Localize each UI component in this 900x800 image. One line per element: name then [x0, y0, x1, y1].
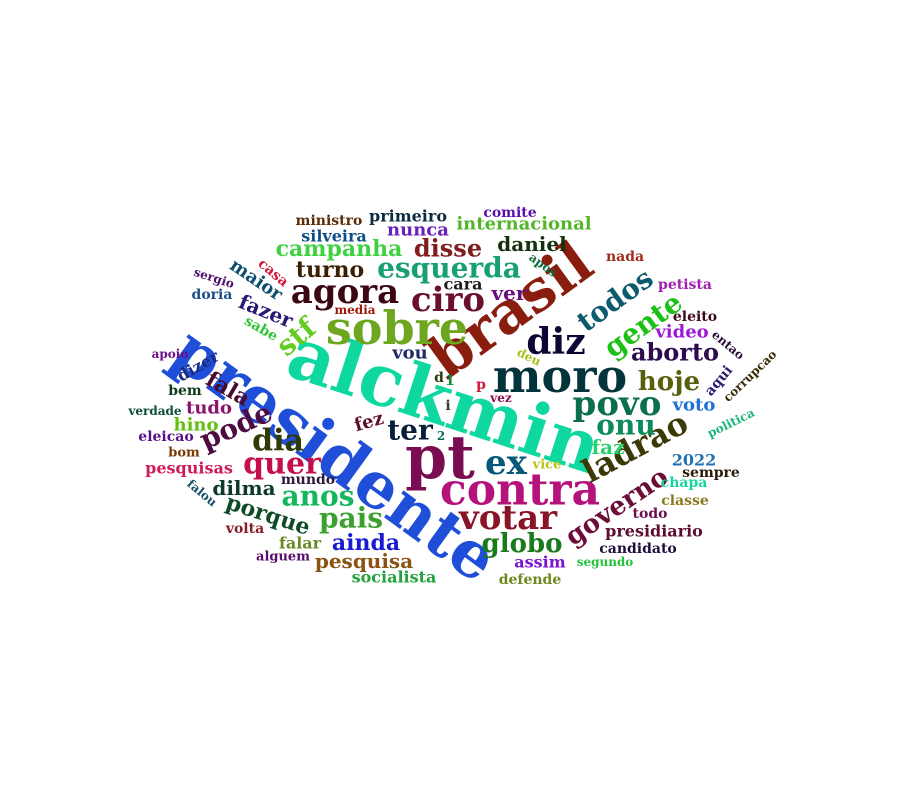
word-video: video [654, 322, 708, 343]
word-ex: ex [485, 443, 528, 483]
word-presidiario: presidiario [605, 522, 703, 541]
word-internacional: internacional [456, 214, 591, 235]
word-primeiro: primeiro [369, 207, 447, 226]
word-i: i [445, 398, 450, 414]
word-anos: anos [282, 480, 355, 513]
word-p: p [476, 377, 486, 393]
word-quer: quer [243, 447, 322, 482]
word-falar: falar [279, 534, 322, 553]
word-defende: defende [499, 572, 562, 588]
word-vez: vez [489, 391, 512, 405]
word-aborto: aborto [631, 338, 719, 367]
word-chapa: chapa [661, 475, 708, 491]
word-ter: ter [387, 414, 434, 447]
word-nada: nada [606, 249, 644, 265]
word-hino: hino [173, 415, 218, 436]
word-verdade: verdade [127, 404, 181, 418]
word-volta: volta [225, 521, 264, 537]
word-classe: classe [661, 493, 709, 509]
word-dilma: dilma [212, 476, 275, 500]
word-d: d [434, 370, 444, 386]
word-petista: petista [658, 277, 712, 293]
word-alguem: alguem [256, 550, 310, 565]
word-ministro: ministro [296, 213, 363, 229]
word-assim: assim [514, 553, 565, 572]
word-voto: voto [672, 395, 716, 416]
word-2: 2 [437, 429, 445, 443]
word-pesquisa: pesquisa [315, 549, 413, 573]
word-silveira: silveira [301, 227, 367, 246]
word-nunca: nunca [387, 220, 449, 241]
word-sempre: sempre [682, 465, 740, 481]
word-daniel: daniel [497, 232, 567, 256]
word-pesquisas: pesquisas [145, 459, 233, 478]
word-onu: onu [596, 409, 655, 442]
word-tudo: tudo [186, 398, 232, 419]
word-todo: todo [633, 506, 668, 522]
word-ciro: ciro [411, 280, 485, 320]
word-pt: pt [405, 423, 475, 493]
word-mundo: mundo [281, 472, 335, 488]
word-disse: disse [414, 234, 482, 263]
word-bom: bom [168, 446, 200, 461]
word-eleito: eleito [673, 309, 717, 325]
word-globo: globo [482, 529, 563, 559]
word-vice: vice [532, 458, 562, 473]
word-faz: faz [592, 435, 625, 459]
word-sobre: sobre [326, 301, 468, 355]
word-esquerda: esquerda [377, 252, 521, 285]
word-media: media [334, 303, 375, 317]
word-votar: votar [458, 498, 558, 538]
word-hoje: hoje [638, 367, 700, 397]
word-ainda: ainda [332, 530, 400, 556]
word-eleicao: eleicao [138, 429, 193, 445]
word-agora: agora [291, 272, 399, 312]
word-moro: moro [493, 349, 627, 403]
word-cara: cara [444, 275, 483, 294]
words-layer: alckminpresidentebrasilptmorocontrasobre… [127, 205, 779, 598]
word-comite: comite [483, 205, 536, 221]
word-bem: bem [168, 383, 202, 399]
word-contra: contra [440, 465, 600, 516]
word-candidato: candidato [599, 541, 677, 557]
word-turno: turno [296, 257, 364, 283]
word-povo: povo [573, 384, 662, 424]
word-apoio: apoio [152, 347, 189, 361]
word-vou: vou [391, 343, 428, 364]
word-2022: 2022 [672, 451, 717, 470]
word-segundo: segundo [577, 555, 634, 569]
word-dia: dia [252, 424, 304, 459]
word-ver: ver [491, 281, 527, 305]
word-diz: diz [526, 321, 585, 363]
word-doria: doria [192, 287, 233, 303]
word-1: 1 [445, 373, 455, 389]
word-socialista: socialista [352, 568, 437, 587]
word-campanha: campanha [276, 236, 403, 262]
word-pais: pais [319, 502, 383, 535]
